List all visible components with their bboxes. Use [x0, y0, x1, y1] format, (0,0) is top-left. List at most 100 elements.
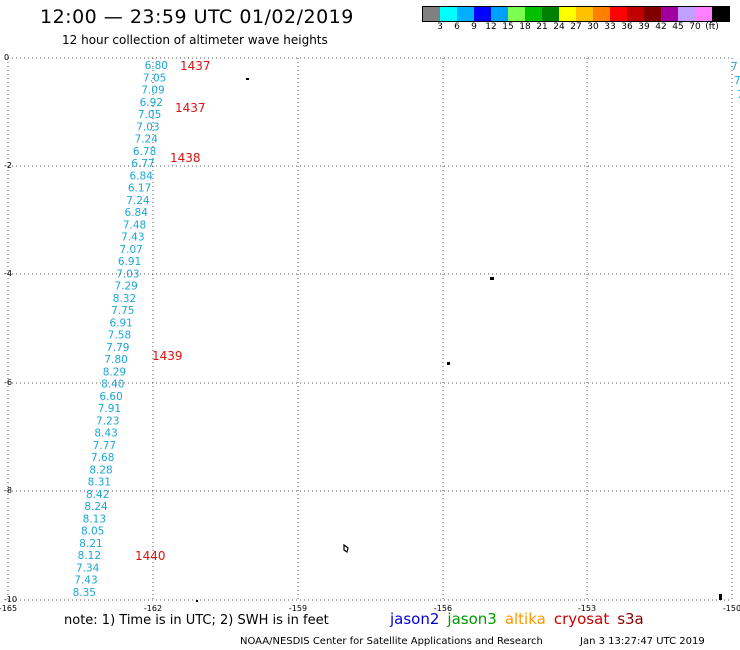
legend-swatch: [678, 7, 695, 21]
swh-value-partial: 7: [737, 89, 740, 101]
swh-value: 7.75: [111, 305, 134, 317]
satellite-jason2: jason2: [390, 610, 440, 628]
swh-value: 7.03: [116, 268, 139, 280]
legend-swatch: [627, 7, 644, 21]
legend-swatch: [508, 7, 525, 21]
satellite-legend: jason2 jason3 altika cryosat s3a: [390, 610, 652, 628]
swh-value: 7.09: [141, 85, 164, 97]
satellite-altika: altika: [504, 610, 546, 628]
swh-value-track: 6.807.057.096.927.057.037.246.786.776.84…: [73, 60, 168, 599]
swh-value: 7.23: [96, 415, 119, 427]
legend-swatch: [559, 7, 576, 21]
legend-swatch: [491, 7, 508, 21]
swh-value: 7.91: [98, 403, 121, 415]
swh-value: 6.60: [99, 391, 122, 403]
swh-value: 7.05: [138, 109, 161, 121]
swh-value: 8.42: [86, 489, 109, 501]
swh-value: 8.43: [94, 428, 117, 440]
legend-label: 24: [553, 22, 565, 32]
swh-value: 8.24: [84, 501, 108, 513]
y-tick-label: 0: [4, 53, 9, 62]
island-marker: [246, 78, 249, 80]
swh-value: 7.79: [106, 342, 129, 354]
legend-label: 6: [454, 22, 460, 32]
legend-label: 9: [471, 22, 477, 32]
y-tick-label: -2: [4, 161, 12, 170]
swh-value: 7.43: [74, 575, 97, 587]
swh-value: 7.03: [136, 121, 159, 133]
island-markers: [196, 78, 722, 602]
legend-label: 27: [570, 22, 582, 32]
y-tick-label: -4: [4, 269, 12, 278]
island-marker: [196, 600, 198, 602]
legend-swatch: [712, 7, 729, 21]
page-subtitle: 12 hour collection of altimeter wave hei…: [62, 33, 328, 47]
legend-swatch: [542, 7, 559, 21]
x-tick-label: -153: [578, 604, 596, 613]
island-marker: [490, 277, 494, 280]
legend-label: 39: [638, 22, 650, 32]
swh-value: 6.17: [128, 183, 151, 195]
legend-swatch: [610, 7, 627, 21]
legend-swatch: [525, 7, 542, 21]
legend-swatch: [593, 7, 610, 21]
swh-value: 8.12: [78, 550, 101, 562]
legend-swatch: [644, 7, 661, 21]
swh-value: 7.48: [123, 219, 146, 231]
swh-value: 6.80: [145, 60, 168, 72]
swh-value: 7.68: [91, 452, 114, 464]
legend-swatch: [474, 7, 491, 21]
swh-value: 7.24: [126, 195, 150, 207]
legend-swatch: [695, 7, 712, 21]
legend-label: 36: [621, 22, 633, 32]
legend-label: 21: [536, 22, 548, 32]
legend-swatch: [423, 7, 440, 21]
swh-value: 6.91: [118, 256, 141, 268]
swh-value: 6.77: [131, 158, 154, 170]
time-label-track: 1437 1437 1438 1439 1440: [135, 59, 211, 563]
swh-value: 6.92: [140, 97, 163, 109]
x-tick-label: -156: [434, 604, 452, 613]
legend-label: 42: [655, 22, 667, 32]
swh-value: 7.07: [119, 244, 142, 256]
y-tick-label: -8: [4, 486, 12, 495]
time-label: 1437: [180, 59, 211, 73]
map-grid: [7, 57, 733, 601]
swh-value-partial: 7: [734, 75, 740, 87]
swh-value: 8.21: [79, 538, 102, 550]
satellite-jason3: jason3: [447, 610, 497, 628]
legend-label: 15: [502, 22, 514, 32]
swh-value: 7.43: [121, 232, 144, 244]
legend-label: (ft): [705, 22, 719, 32]
swh-value: 7.58: [108, 330, 131, 342]
swh-value: 8.35: [73, 587, 96, 599]
x-tick-label: -162: [144, 604, 162, 613]
map-axis-labels: -165 -162 -159 -156 -153 -150 0 -2 -4 -6 -8 -10: [0, 53, 740, 613]
legend-label: 70: [689, 22, 701, 32]
right-edge-track: 7 7 7: [731, 61, 740, 101]
legend-swatch: [661, 7, 678, 21]
time-label: 1437: [175, 101, 206, 115]
swh-value: 8.28: [89, 464, 112, 476]
color-scale-legend: [422, 6, 730, 22]
legend-label: 33: [604, 22, 616, 32]
legend-label: 45: [672, 22, 684, 32]
swh-value: 7.77: [93, 440, 116, 452]
x-tick-label: -159: [289, 604, 307, 613]
y-tick-label: -6: [4, 378, 12, 387]
swh-value: 6.84: [130, 170, 154, 182]
satellite-cryosat: cryosat: [553, 610, 610, 628]
legend-swatch: [576, 7, 593, 21]
swh-value: 7.29: [114, 281, 137, 293]
legend-swatch: [440, 7, 457, 21]
x-tick-label: -165: [0, 604, 17, 613]
swh-value: 7.24: [135, 134, 159, 146]
legend-swatch: [457, 7, 474, 21]
swh-value: 7.05: [143, 72, 166, 84]
swh-value: 8.05: [81, 526, 104, 538]
page-title: 12:00 — 23:59 UTC 01/02/2019: [40, 6, 354, 28]
swh-value-partial: 7: [731, 61, 738, 73]
swh-value: 8.40: [101, 379, 124, 391]
time-label: 1438: [170, 151, 201, 165]
